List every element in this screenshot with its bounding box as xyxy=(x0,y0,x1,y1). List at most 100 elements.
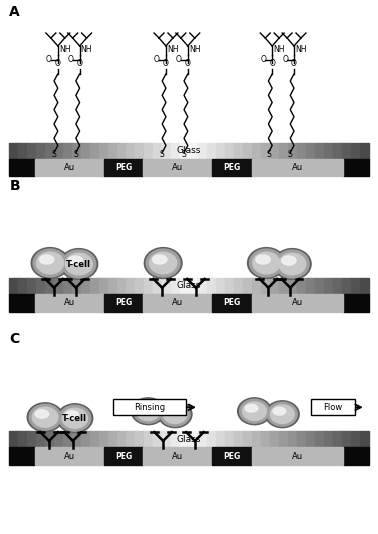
Text: S: S xyxy=(52,150,56,159)
Bar xyxy=(216,278,225,294)
Bar xyxy=(333,143,342,159)
Bar xyxy=(36,278,46,294)
Bar xyxy=(360,278,369,294)
Text: NH: NH xyxy=(273,45,285,54)
Bar xyxy=(270,431,279,447)
Ellipse shape xyxy=(273,249,311,279)
Bar xyxy=(261,143,270,159)
Text: C: C xyxy=(9,332,20,345)
Text: PEG: PEG xyxy=(115,452,132,460)
Bar xyxy=(279,278,288,294)
Ellipse shape xyxy=(153,255,167,264)
Ellipse shape xyxy=(249,249,283,277)
Bar xyxy=(315,143,324,159)
Bar xyxy=(270,143,279,159)
Bar xyxy=(306,143,315,159)
Bar xyxy=(9,159,35,176)
Ellipse shape xyxy=(273,407,286,415)
Bar xyxy=(153,278,163,294)
Bar xyxy=(126,431,136,447)
Text: O: O xyxy=(68,56,74,65)
Bar xyxy=(212,294,251,312)
Text: Au: Au xyxy=(292,452,303,460)
Bar xyxy=(180,143,189,159)
Text: S: S xyxy=(73,150,78,159)
Bar xyxy=(18,278,28,294)
Bar xyxy=(9,431,19,447)
Ellipse shape xyxy=(62,250,96,278)
Bar xyxy=(54,278,64,294)
Bar xyxy=(171,278,181,294)
Bar xyxy=(251,447,343,465)
Bar xyxy=(27,278,37,294)
Bar xyxy=(243,431,253,447)
Ellipse shape xyxy=(158,401,192,428)
Ellipse shape xyxy=(270,405,294,423)
Text: Au: Au xyxy=(64,452,75,460)
FancyBboxPatch shape xyxy=(311,399,355,415)
Ellipse shape xyxy=(240,399,270,423)
Ellipse shape xyxy=(238,398,271,425)
Ellipse shape xyxy=(27,403,63,431)
Bar xyxy=(108,431,118,447)
Bar xyxy=(189,431,198,447)
Bar xyxy=(288,143,297,159)
Ellipse shape xyxy=(60,249,98,279)
Bar xyxy=(36,431,46,447)
Bar xyxy=(225,431,234,447)
Ellipse shape xyxy=(37,252,64,274)
Text: S: S xyxy=(182,150,186,159)
Ellipse shape xyxy=(275,250,309,278)
Bar xyxy=(351,431,360,447)
Bar xyxy=(343,294,369,312)
Bar xyxy=(324,143,333,159)
Bar xyxy=(234,278,243,294)
Bar xyxy=(212,447,251,465)
Bar xyxy=(198,431,208,447)
Bar xyxy=(261,278,270,294)
Bar xyxy=(72,278,82,294)
Text: PEG: PEG xyxy=(223,163,240,172)
Text: S: S xyxy=(266,150,271,159)
Text: O: O xyxy=(185,59,191,68)
Text: O: O xyxy=(291,59,297,68)
Bar xyxy=(351,143,360,159)
Text: Au: Au xyxy=(172,163,183,172)
Ellipse shape xyxy=(139,404,152,412)
Bar xyxy=(35,159,104,176)
Text: O: O xyxy=(55,59,61,68)
Text: NH: NH xyxy=(167,45,178,54)
Bar xyxy=(343,447,369,465)
Bar xyxy=(72,431,82,447)
Ellipse shape xyxy=(35,410,49,418)
Text: NH: NH xyxy=(189,45,200,54)
Bar xyxy=(35,447,104,465)
Text: A: A xyxy=(9,5,20,19)
Bar xyxy=(104,159,143,176)
Bar xyxy=(135,431,144,447)
Text: Glass: Glass xyxy=(177,435,201,444)
Ellipse shape xyxy=(256,255,270,264)
Ellipse shape xyxy=(245,404,258,412)
Ellipse shape xyxy=(163,405,187,423)
Bar xyxy=(252,143,261,159)
Bar xyxy=(144,278,153,294)
Bar xyxy=(18,143,28,159)
Bar xyxy=(198,143,208,159)
Ellipse shape xyxy=(39,255,54,264)
Bar xyxy=(45,278,55,294)
Bar xyxy=(251,294,343,312)
Bar xyxy=(90,143,100,159)
Bar xyxy=(243,278,253,294)
Bar xyxy=(324,431,333,447)
Ellipse shape xyxy=(166,407,178,415)
Bar xyxy=(90,431,100,447)
Bar xyxy=(216,431,225,447)
Bar xyxy=(144,431,153,447)
Text: Flow: Flow xyxy=(323,403,342,412)
Bar xyxy=(104,447,143,465)
Bar xyxy=(81,431,91,447)
Ellipse shape xyxy=(133,399,163,423)
Ellipse shape xyxy=(31,248,69,278)
Text: T-cell: T-cell xyxy=(66,260,91,269)
